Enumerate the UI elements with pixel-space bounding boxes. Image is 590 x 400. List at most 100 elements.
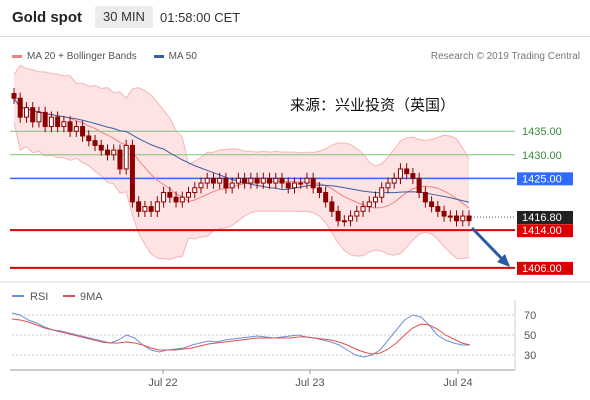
- candle-body: [36, 111, 42, 123]
- candle-body: [242, 177, 248, 184]
- level-label-1430.00: 1430.00: [522, 150, 562, 162]
- candle-body: [186, 191, 192, 198]
- candle-body: [61, 121, 67, 128]
- candle-body: [410, 173, 416, 179]
- candle-body: [335, 210, 341, 222]
- forecast-arrow-shaft: [470, 226, 507, 264]
- symbol-title: Gold spot: [12, 9, 82, 26]
- rsi-tick: 30: [524, 350, 536, 362]
- candle-body: [348, 215, 354, 222]
- level-label-box-1406.00: [517, 261, 573, 275]
- candle-body: [379, 187, 385, 198]
- candle-body: [404, 168, 410, 175]
- candle-body: [360, 206, 366, 212]
- source-annotation: 来源：兴业投资（英国）: [290, 96, 456, 114]
- bollinger-upper: [13, 64, 470, 167]
- candle-body: [229, 182, 235, 189]
- candle-body: [454, 215, 460, 222]
- legend-ma50: MA 50: [153, 51, 197, 62]
- candle-body: [235, 177, 241, 184]
- candle-body: [204, 177, 210, 184]
- candle-body: [217, 177, 223, 184]
- candle-body: [23, 107, 29, 118]
- candle-body: [316, 187, 322, 193]
- candle-body: [354, 210, 360, 217]
- candle-body: [460, 215, 466, 222]
- level-label-1406.00: 1406.00: [522, 263, 562, 275]
- candle-body: [385, 182, 391, 189]
- ma50-line: [13, 97, 470, 203]
- candle-body: [416, 177, 422, 193]
- candle-body: [129, 144, 135, 203]
- candle-body: [273, 177, 279, 184]
- candle-body: [48, 116, 54, 128]
- forecast-arrow-head: [497, 254, 510, 267]
- rsi-legend-label: RSI: [30, 291, 48, 303]
- candle-body: [260, 177, 266, 184]
- rsi-ma-line: [11, 318, 471, 355]
- level-label-box-1414.00: [517, 224, 573, 238]
- candle-body: [42, 111, 48, 128]
- rsi-line: [11, 312, 470, 358]
- candle-body: [223, 177, 229, 189]
- candle-body: [341, 220, 347, 223]
- level-label-1425.00: 1425.00: [522, 173, 562, 185]
- candle-body: [80, 126, 86, 137]
- candle-body: [17, 97, 23, 118]
- candle-body: [254, 177, 260, 184]
- candle-body: [148, 206, 154, 212]
- time-readout: 01:58:00 CET: [160, 10, 241, 25]
- candle-body: [192, 187, 198, 193]
- candle-body: [285, 182, 291, 189]
- candle-body: [67, 121, 73, 132]
- candle-body: [167, 191, 173, 198]
- date-label: Jul 23: [295, 377, 324, 389]
- candle-body: [161, 191, 167, 203]
- candle-body: [279, 177, 285, 184]
- candle-body: [422, 191, 428, 203]
- candle-body: [86, 135, 92, 142]
- candle-body: [267, 177, 273, 184]
- candle-body: [391, 177, 397, 184]
- candle-body: [173, 196, 179, 203]
- rsi-tick: 70: [524, 310, 536, 322]
- candle-body: [73, 126, 79, 132]
- candle-body: [373, 196, 379, 203]
- candle-body: [310, 177, 316, 189]
- candle-body: [397, 168, 403, 179]
- level-label-1414.00: 1414.00: [522, 225, 562, 237]
- candle-body: [154, 201, 160, 212]
- candle-body: [298, 182, 304, 185]
- legend-ma20: MA 20 + Bollinger Bands: [12, 51, 137, 62]
- candle-body: [291, 182, 297, 189]
- candle-body: [329, 201, 335, 212]
- candle-body: [136, 201, 142, 212]
- level-label-box-1425.00: [517, 172, 573, 186]
- candle-body: [30, 107, 36, 123]
- candle-body: [198, 182, 204, 189]
- candle-body: [248, 177, 254, 184]
- rsi-tick: 50: [524, 330, 536, 342]
- timeframe-selector[interactable]: 30 MIN: [95, 6, 153, 28]
- candle-body: [111, 149, 117, 156]
- chart-header: Gold spot 30 MIN 01:58:00 CET: [0, 0, 590, 36]
- candle-body: [435, 206, 441, 212]
- candle-body: [447, 215, 453, 218]
- level-label-box-1435.00: [517, 125, 573, 139]
- candle-body: [123, 144, 129, 170]
- credit-text: Research © 2019 Trading Central: [430, 51, 580, 62]
- candle-body: [304, 177, 310, 184]
- candle-body: [142, 206, 148, 212]
- level-label-1416.80: 1416.80: [522, 212, 562, 224]
- candle-body: [210, 177, 216, 184]
- candle-body: [55, 116, 61, 128]
- candle-body: [366, 201, 372, 208]
- date-label: Jul 22: [148, 377, 177, 389]
- price-legend: MA 20 + Bollinger Bands MA 50: [12, 51, 211, 62]
- ma20-line: [13, 97, 470, 209]
- date-label: Jul 24: [443, 377, 472, 389]
- candle-body: [92, 140, 98, 146]
- candle-body: [429, 201, 435, 208]
- candle-body: [323, 191, 329, 203]
